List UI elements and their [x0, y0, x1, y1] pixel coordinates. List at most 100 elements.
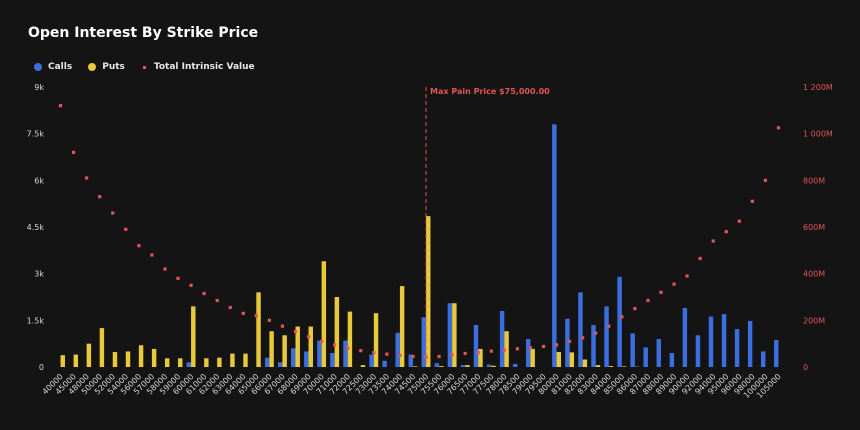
puts-bar: [439, 366, 444, 367]
intrinsic-value-point: [476, 350, 480, 355]
puts-bar: [86, 343, 92, 367]
calls-bar: [526, 339, 531, 367]
calls-bar: [617, 276, 622, 367]
calls-bar: [408, 354, 413, 367]
calls-bar: [369, 354, 374, 367]
y-right-tick-label: 400M: [803, 270, 825, 279]
puts-bar: [125, 351, 131, 367]
chart-title: Open Interest By Strike Price: [28, 25, 259, 41]
calls-bar: [721, 314, 727, 367]
y-left-tick-label: 4.5k: [27, 223, 45, 232]
calls-bar: [669, 353, 675, 367]
intrinsic-value-point: [737, 219, 741, 223]
y-left-tick-label: 1.5k: [27, 316, 45, 325]
calls-bar: [708, 316, 714, 367]
calls-bar: [774, 339, 779, 367]
intrinsic-value-point: [489, 349, 493, 353]
intrinsic-value-point: [776, 126, 781, 130]
puts-bar: [478, 348, 483, 367]
y-left-tick-label: 9k: [34, 83, 44, 92]
puts-bar: [99, 328, 105, 367]
intrinsic-value-point: [111, 211, 115, 215]
calls-bar: [434, 363, 440, 367]
intrinsic-value-point: [398, 353, 402, 357]
intrinsic-value-point: [319, 339, 324, 343]
intrinsic-value-point: [424, 355, 428, 359]
legend-label-intrinsic: Total Intrinsic Value: [153, 62, 255, 72]
puts-bar: [530, 348, 535, 367]
puts-bar: [373, 313, 379, 367]
intrinsic-value-point: [267, 318, 271, 322]
puts-bar: [204, 358, 209, 367]
calls-bar: [565, 318, 570, 367]
calls-bar: [499, 311, 505, 367]
calls-bar: [643, 347, 648, 367]
calls-bar: [486, 364, 492, 367]
intrinsic-value-point: [607, 324, 611, 328]
puts-bar: [621, 366, 627, 367]
calls-bar: [734, 329, 740, 367]
y-right-tick-label: 1 000M: [803, 130, 833, 139]
intrinsic-value-point: [359, 349, 363, 353]
y-right-tick-label: 800M: [803, 176, 825, 185]
calls-bar: [695, 335, 701, 367]
intrinsic-value-point: [685, 274, 689, 278]
intrinsic-value-point: [750, 199, 754, 203]
puts-bar: [426, 216, 431, 367]
puts-bar: [178, 358, 183, 367]
puts-bar: [504, 331, 509, 367]
calls-bar: [382, 360, 387, 367]
intrinsic-value-point: [633, 307, 637, 311]
puts-bar: [164, 358, 170, 367]
puts-bar: [295, 326, 300, 367]
intrinsic-value-point: [241, 311, 245, 315]
y-left-tick-label: 7.5k: [27, 130, 45, 139]
puts-bar: [360, 365, 366, 367]
intrinsic-value-point: [724, 230, 728, 234]
puts-bar: [243, 353, 248, 367]
calls-bar: [591, 325, 596, 367]
intrinsic-value-point: [385, 352, 389, 356]
calls-bar: [604, 306, 609, 367]
puts-bar: [191, 306, 196, 367]
intrinsic-value-point: [568, 339, 572, 343]
y-left-tick-label: 0: [39, 363, 44, 372]
calls-bar: [421, 317, 427, 367]
calls-bar: [656, 339, 661, 367]
legend-item-calls[interactable]: Calls: [34, 62, 72, 72]
legend-item-intrinsic[interactable]: Total Intrinsic Value: [141, 62, 255, 72]
calls-bar: [512, 363, 518, 367]
legend-item-puts[interactable]: Puts: [88, 62, 125, 72]
calls-bar: [343, 340, 348, 367]
puts-bar: [269, 331, 274, 367]
calls-bar: [630, 333, 635, 367]
y-left-tick-label: 3k: [34, 270, 44, 279]
y-right-tick-label: 600M: [803, 223, 825, 232]
legend: Calls Puts Total Intrinsic Value: [34, 62, 255, 72]
intrinsic-value-point: [594, 331, 598, 335]
calls-legend-marker: [34, 63, 42, 71]
calls-bar: [277, 362, 283, 367]
legend-label-calls: Calls: [48, 62, 73, 72]
puts-bar: [452, 303, 457, 367]
puts-bar: [282, 335, 287, 367]
intrinsic-value-point: [280, 324, 285, 328]
intrinsic-value-point: [293, 329, 298, 334]
puts-bar: [217, 357, 222, 367]
intrinsic-legend-marker: [142, 65, 146, 69]
intrinsic-value-point: [502, 348, 506, 352]
y-left-tick-label: 6k: [34, 176, 44, 185]
intrinsic-value-point: [620, 315, 624, 319]
puts-bar: [491, 365, 496, 367]
intrinsic-value-point: [346, 346, 350, 350]
intrinsic-value-point: [71, 150, 76, 154]
intrinsic-value-point: [215, 298, 219, 303]
puts-bar: [465, 365, 470, 367]
puts-bar: [151, 348, 157, 367]
intrinsic-value-point: [450, 353, 454, 357]
puts-bar: [399, 286, 405, 367]
puts-bar: [138, 345, 144, 367]
y-right-tick-label: 1 200M: [803, 83, 833, 92]
puts-bar: [556, 352, 562, 367]
